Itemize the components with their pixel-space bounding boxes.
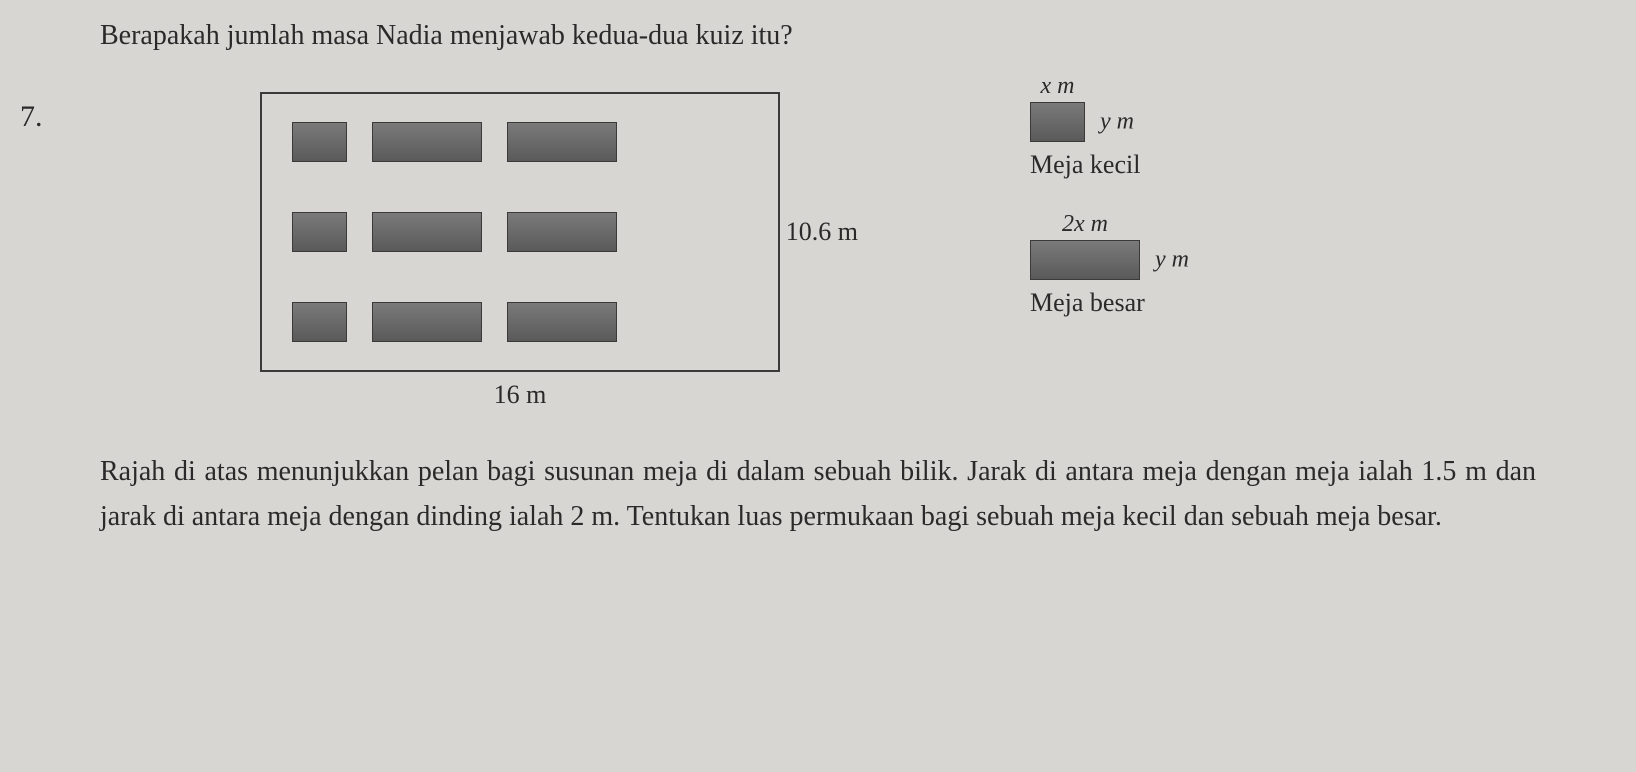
previous-question-text: Berapakah jumlah masa Nadia menjawab ked… — [100, 20, 1576, 52]
big-table — [372, 212, 482, 252]
small-table — [292, 212, 347, 252]
big-table — [372, 122, 482, 162]
small-table-height-label: y m — [1100, 109, 1134, 136]
room-height-label: 10.6 m — [786, 217, 858, 247]
legend-big-table-shape: 2x m y m — [1030, 240, 1140, 280]
legend-small-table: x m y m Meja kecil — [1030, 102, 1145, 180]
diagram-container: 10.6 m 16 m x m y m Meja kecil 2x m y m … — [260, 92, 1576, 410]
table-row — [292, 122, 728, 162]
room-width-label: 16 m — [260, 380, 780, 410]
question-description: Rajah di atas menunjukkan pelan bagi sus… — [100, 450, 1536, 540]
table-row — [292, 302, 728, 342]
question-number: 7. — [20, 100, 43, 134]
big-table — [507, 212, 617, 252]
big-table — [507, 122, 617, 162]
big-table-width-label: 2x m — [1062, 211, 1108, 238]
room-wrapper: 10.6 m 16 m — [260, 92, 780, 410]
legend-big-caption: Meja besar — [1030, 288, 1145, 318]
legend: x m y m Meja kecil 2x m y m Meja besar — [1030, 102, 1145, 318]
legend-small-table-shape: x m y m — [1030, 102, 1085, 142]
small-table — [292, 302, 347, 342]
legend-small-caption: Meja kecil — [1030, 150, 1145, 180]
big-table-height-label: y m — [1155, 247, 1189, 274]
small-table-width-label: x m — [1041, 73, 1075, 100]
legend-big-table: 2x m y m Meja besar — [1030, 240, 1145, 318]
room-plan: 10.6 m — [260, 92, 780, 372]
big-table — [372, 302, 482, 342]
table-row — [292, 212, 728, 252]
big-table — [507, 302, 617, 342]
small-table — [292, 122, 347, 162]
